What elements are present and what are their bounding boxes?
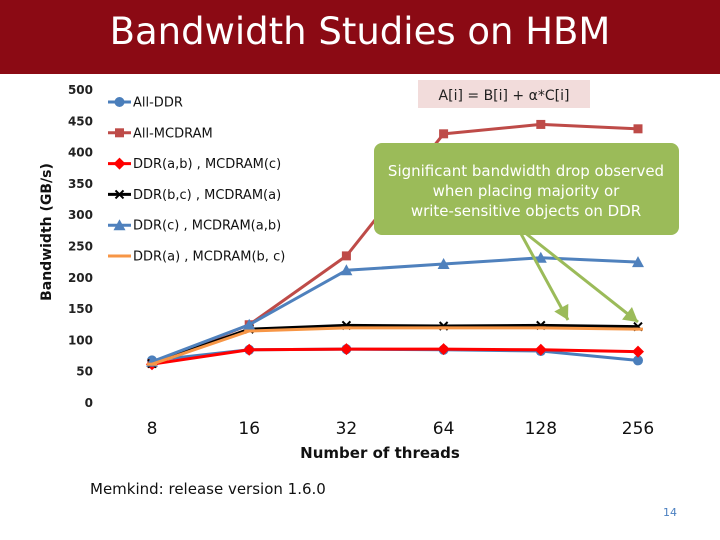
y-tick-label: 0 <box>85 396 93 410</box>
data-point <box>534 343 547 356</box>
arrow-head <box>622 307 638 322</box>
legend-marker <box>113 157 126 170</box>
data-point <box>633 124 643 134</box>
data-point <box>243 343 256 356</box>
legend-marker <box>114 97 125 107</box>
series-2 <box>146 343 644 371</box>
legend-backdrop <box>104 88 300 256</box>
arrow-head <box>554 303 569 320</box>
arrow-line <box>523 230 639 324</box>
page-number: 14 <box>663 506 677 519</box>
title-bar <box>0 0 720 74</box>
data-point <box>243 318 256 330</box>
legend-marker <box>115 128 124 138</box>
legend-label: DDR(a) , MCDRAM(b, c) <box>133 250 285 265</box>
series-line <box>151 323 639 365</box>
x-axis-label: Number of threads <box>300 444 460 462</box>
legend-item: All-MCDRAM <box>108 126 213 141</box>
series-5 <box>147 326 643 366</box>
callout-layer: Significant bandwidth drop observed when … <box>374 80 679 324</box>
series-line <box>151 347 639 366</box>
data-point <box>341 251 351 261</box>
y-tick-label: 50 <box>76 365 93 379</box>
y-tick-label: 100 <box>68 333 93 347</box>
data-point <box>536 119 546 129</box>
x-tick-label: 256 <box>622 419 654 439</box>
y-tick-label: 150 <box>68 302 93 316</box>
slide-title: Bandwidth Studies on HBM <box>109 10 611 53</box>
legend-item: DDR(c) , MCDRAM(a,b) <box>108 219 281 234</box>
arrow-line <box>518 231 570 321</box>
legend-item: DDR(a) , MCDRAM(b, c) <box>108 250 285 265</box>
data-point <box>632 345 644 358</box>
legend-label: DDR(c) , MCDRAM(a,b) <box>133 219 281 234</box>
legend-item: DDR(b,c) , MCDRAM(a) <box>108 188 281 203</box>
data-point <box>534 251 547 263</box>
y-axis-label: Bandwidth (GB/s) <box>39 163 55 301</box>
data-point <box>340 343 353 356</box>
formula-box <box>418 80 590 108</box>
legend-item: DDR(a,b) , MCDRAM(c) <box>108 157 281 172</box>
data-point <box>437 343 450 356</box>
data-point <box>340 264 353 276</box>
x-tick-label: 64 <box>433 419 455 439</box>
legend-marker <box>113 219 126 231</box>
footnote: Memkind: release version 1.6.0 <box>90 480 326 498</box>
x-tick-label: 16 <box>238 419 260 439</box>
x-tick-label: 128 <box>525 419 557 439</box>
legend-label: DDR(b,c) , MCDRAM(a) <box>133 188 281 203</box>
legend-label: DDR(a,b) , MCDRAM(c) <box>133 157 281 172</box>
legend-marker <box>114 189 125 200</box>
data-point <box>437 258 450 270</box>
series-line <box>151 326 639 366</box>
axis-layer: 0 50 100 150 200 250 300 350 400 450 500 8 16 32 64 128… <box>39 83 654 462</box>
y-tick-label: 250 <box>68 240 93 254</box>
data-point <box>633 355 643 366</box>
data-point <box>632 256 644 268</box>
x-tick-label: 32 <box>336 419 358 439</box>
x-tick-label: 8 <box>147 419 158 439</box>
y-tick-label: 400 <box>68 146 93 160</box>
y-tick-label: 200 <box>68 271 93 285</box>
legend-label: All-MCDRAM <box>133 126 213 141</box>
legend: All-DDR All-MCDRAM DDR(a,b) , MCDRAM(c) DDR… <box>104 88 300 265</box>
callout-arrows <box>518 230 639 324</box>
y-tick-label: 500 <box>68 83 93 97</box>
data-point <box>439 129 449 139</box>
y-tick-label: 450 <box>68 114 93 128</box>
callout-text: Significant bandwidth drop observed when … <box>388 162 664 220</box>
y-tick-label: 350 <box>68 177 93 191</box>
legend-label: All-DDR <box>133 96 183 111</box>
legend-item: All-DDR <box>108 96 183 111</box>
callout-box <box>374 143 679 235</box>
y-tick-label: 300 <box>68 208 93 222</box>
formula-text: A[i] = B[i] + α*C[i] <box>439 88 570 104</box>
